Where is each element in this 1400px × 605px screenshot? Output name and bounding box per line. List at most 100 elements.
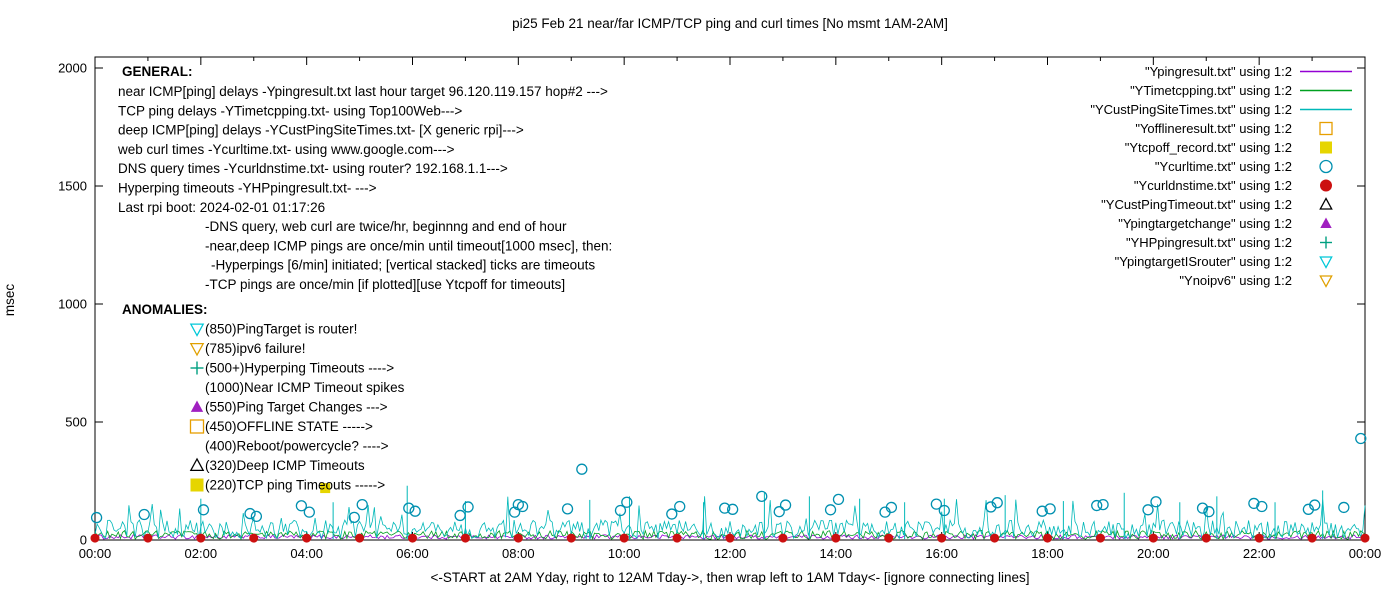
general-line: near ICMP[ping] delays -Ypingresult.txt … (118, 84, 608, 99)
x-tick-label: 16:00 (925, 546, 958, 561)
Ycurldnstime-point (249, 533, 259, 543)
axes: 0 500 1000 1500 2000 00:00 02:00 04:00 06:00 08:0… (58, 56, 1381, 561)
y-tick-label: 0 (80, 533, 87, 548)
legend-symbol-circ-open (1319, 159, 1333, 174)
Ycurldnstime-point (460, 533, 470, 543)
Ycurltime-point (938, 504, 950, 517)
Ycurltime-point (614, 504, 627, 517)
Ycurldnstime-point (619, 533, 629, 543)
anomaly-line: (400)Reboot/powercycle? ----> (205, 439, 389, 454)
Ycurltime-point (1044, 503, 1056, 515)
Ycurltime-point (295, 500, 308, 512)
anomaly-icon-sq-fill (190, 478, 204, 492)
Ycurltime-point (138, 508, 150, 521)
Ycurldnstime-point (355, 533, 365, 543)
x-tick-label: 06:00 (396, 546, 429, 561)
anomaly-icon-tri-down-open (189, 323, 205, 337)
Ycurltime-point (409, 505, 421, 517)
legend-symbol-sq-fill (1320, 141, 1332, 154)
Ycurltime-point (1338, 501, 1350, 514)
general-line: -TCP pings are once/min [if plotted][use… (205, 277, 565, 292)
y-tick-label: 2000 (58, 61, 87, 76)
general-line: Last rpi boot: 2024-02-01 01:17:26 (118, 200, 325, 215)
anomaly-line: (850)PingTarget is router! (205, 322, 357, 337)
Ycurldnstime-point (672, 533, 682, 543)
y-tick-label: 500 (65, 415, 87, 430)
legend-label: "YCustPingTimeout.txt" using 1:2 (1101, 197, 1292, 212)
Ycurltime-point (1150, 496, 1162, 508)
anomaly-icon-tri-up-open (189, 457, 205, 472)
anomaly-line: (785)ipv6 failure! (205, 341, 306, 356)
Ycurldnstime-point (725, 533, 735, 543)
Ycurltime-point (719, 502, 731, 514)
general-line: -DNS query, web curl are twice/hr, begin… (205, 219, 567, 234)
Ycurltime-point (621, 496, 633, 508)
legend-symbol-tri-down-open (1319, 275, 1333, 288)
Ycurldnstime-point (778, 533, 788, 543)
Ycurltime-point (1256, 500, 1268, 513)
Ycurltime-point (885, 501, 898, 514)
anomalies-block: ANOMALIES: (850)PingTarget is router! (785… (122, 302, 405, 493)
x-axis-note: <-START at 2AM Yday, right to 12AM Tday-… (431, 570, 1030, 585)
Ycurltime-point (303, 506, 315, 518)
Ycurldnstime-point (566, 533, 576, 543)
Ycurltime-point (1142, 504, 1154, 516)
Ycurldnstime-point (937, 533, 947, 543)
x-tick-label: 20:00 (1137, 546, 1170, 561)
Ytcpoff_record-point (320, 483, 331, 494)
Ycurldnstime-point (1201, 533, 1211, 543)
Ycurltime-point (832, 493, 845, 506)
x-tick-label: 02:00 (185, 546, 218, 561)
Ycurltime-point (1196, 502, 1209, 514)
anomaly-icon-tri-down-open (189, 342, 205, 357)
anomaly-icon-tri-up-fill (190, 400, 204, 412)
points-Ytcpoff_record (320, 483, 331, 494)
general-line: web curl times -Ycurltime.txt- using www… (117, 142, 455, 157)
Ycurltime-point (773, 506, 785, 518)
Ycurltime-point (1355, 432, 1367, 445)
anomaly-line: (450)OFFLINE STATE -----> (205, 419, 373, 434)
Ycurltime-point (726, 503, 739, 515)
legend-label: "YTimetcpping.txt" using 1:2 (1130, 83, 1292, 98)
Ycurldnstime-point (1043, 533, 1052, 543)
legend-label: "Ycurltime.txt" using 1:2 (1155, 159, 1292, 174)
x-tick-label: 04:00 (290, 546, 323, 561)
noise-line-YCustPingSiteTimes (94, 496, 1366, 540)
anomaly-line: (1000)Near ICMP Timeout spikes (205, 380, 405, 395)
Ycurltime-point (1309, 499, 1321, 511)
Ycurltime-point (1248, 497, 1260, 510)
x-tick-label: 18:00 (1031, 546, 1064, 561)
Ycurltime-point (756, 490, 768, 502)
legend-label: "Ycurldnstime.txt" using 1:2 (1134, 178, 1292, 193)
x-tick-label: 22:00 (1243, 546, 1276, 561)
x-tick-label: 10:00 (608, 546, 641, 561)
general-line: TCP ping delays -YTimetcpping.txt- using… (118, 103, 462, 118)
Ycurldnstime-point (990, 533, 1000, 543)
Ycurltime-point (1036, 505, 1048, 517)
legend-label: "Yofflineresult.txt" using 1:2 (1135, 121, 1292, 136)
Ycurldnstime-point (831, 533, 841, 543)
x-tick-label: 08:00 (502, 546, 535, 561)
Ycurldnstime-point (1148, 533, 1158, 543)
points-Ycurldnstime (90, 533, 1370, 543)
x-tick-label: 00:00 (79, 546, 112, 561)
Ycurldnstime-point (196, 533, 206, 543)
legend-symbol-tri-down-open (1319, 256, 1333, 269)
general-line: Hyperping timeouts -YHPpingresult.txt- -… (118, 181, 377, 196)
legend-symbol-sq-open (1319, 121, 1333, 136)
Ycurltime-point (666, 508, 678, 520)
x-tick-label: 12:00 (714, 546, 747, 561)
legend-label: "YpingtargetISrouter" using 1:2 (1115, 254, 1292, 269)
Ycurltime-point (576, 463, 588, 475)
legend-label: "Ynoipv6" using 1:2 (1179, 273, 1292, 288)
legend: "Ypingresult.txt" using 1:2 "YTimetcpping… (1090, 64, 1352, 288)
Ycurltime-point (991, 497, 1003, 509)
Ycurltime-point (244, 507, 256, 520)
Ycurltime-point (516, 500, 529, 513)
Ycurltime-point (348, 511, 360, 523)
Ycurldnstime-point (90, 533, 100, 543)
chart-title: pi25 Feb 21 near/far ICMP/TCP ping and c… (512, 16, 948, 31)
general-line: -Hyperpings [6/min] initiated; [vertical… (211, 258, 595, 273)
Ycurltime-point (779, 499, 792, 511)
